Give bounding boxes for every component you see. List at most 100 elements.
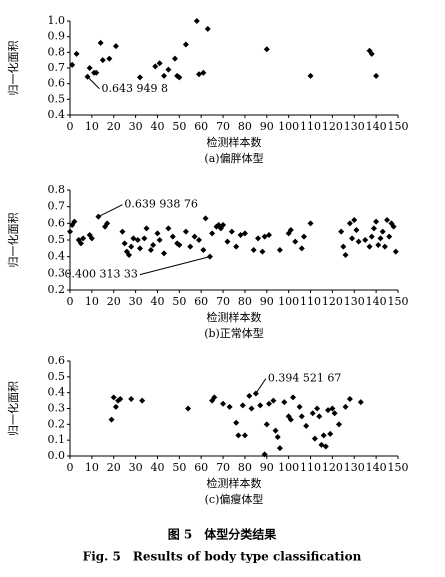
x-tick-label: 30 [129,461,143,474]
point [77,240,84,247]
x-tick-label: 110 [300,120,321,133]
x-tick-label: 0 [67,461,74,474]
point [176,74,183,81]
point [296,403,303,410]
y-tick-label: 0.7 [48,200,66,213]
point [261,451,268,458]
y-tick-label: 0.2 [48,417,66,430]
point [200,69,207,76]
point [99,57,106,64]
point [110,394,117,401]
x-tick-label: 140 [366,295,387,308]
point [311,435,318,442]
point [322,443,329,450]
point [353,227,360,233]
point [309,410,316,417]
point [128,243,135,250]
x-tick-label: 130 [344,295,365,308]
point [121,240,128,247]
x-tick-label: 10 [85,295,99,308]
point [187,243,194,250]
point [73,50,80,57]
point [161,72,168,79]
point [257,402,264,409]
x-tick-label: 60 [194,295,208,308]
point [156,237,163,243]
point [259,248,266,255]
x-tick-label: 40 [150,295,164,308]
point [161,250,168,257]
y-tick-label: 0.3 [48,402,66,415]
x-axis-label: 检测样本数 [207,310,262,324]
point [117,396,124,402]
point [126,252,133,258]
subtitle: (c)偏瘦体型 [205,492,264,506]
point [355,238,362,245]
annotation: 0.400 313 33 [64,268,137,281]
point [307,72,314,79]
y-tick-label: 0.6 [48,354,66,367]
x-tick-label: 80 [238,120,252,133]
point [342,403,349,410]
x-tick-label: 130 [344,461,365,474]
subtitle: (a)偏胖体型 [204,151,263,165]
point [139,397,146,404]
y-tick-label: 1.0 [48,14,66,27]
point [182,41,189,48]
point [154,230,161,237]
y-tick-label: 0.7 [48,61,66,74]
point [112,403,119,410]
x-tick-label: 40 [150,461,164,474]
x-tick-label: 70 [216,120,230,133]
y-tick-label: 0.4 [48,108,66,121]
point [156,60,163,67]
point [346,396,353,402]
annotation-leader [139,256,211,276]
point [150,242,157,248]
x-tick-label: 10 [85,461,99,474]
y-tick-label: 0.5 [48,370,66,383]
point [80,235,87,242]
point [335,421,342,428]
point [185,405,192,412]
point [235,432,242,439]
point [176,242,183,248]
point [340,243,347,250]
x-tick-label: 150 [388,120,409,133]
x-tick-label: 150 [388,461,409,474]
x-tick-label: 90 [260,461,274,474]
point [368,233,375,240]
point [342,252,349,258]
x-tick-label: 60 [194,461,208,474]
point [375,242,382,248]
x-tick-label: 100 [278,295,299,308]
point [379,228,386,235]
y-tick-label: 0.2 [48,283,66,296]
point [265,232,272,238]
point [290,394,297,401]
point [349,235,356,242]
point [143,225,150,232]
point [292,238,299,245]
x-tick-label: 70 [216,461,230,474]
point [211,394,218,401]
point [255,235,262,242]
point [307,220,314,227]
point [287,416,294,423]
point [233,419,240,426]
point [136,74,143,81]
point [263,421,270,428]
point [265,400,272,407]
annotation: 0.643 949 8 [101,82,167,95]
y-tick-label: 0.8 [48,45,66,58]
point [233,243,240,250]
x-tick-label: 140 [366,461,387,474]
x-tick-label: 10 [85,120,99,133]
x-tick-label: 110 [300,295,321,308]
annotation-leader [255,378,267,394]
x-axis-label: 检测样本数 [207,476,262,490]
point [331,410,338,417]
point [193,18,200,24]
point [165,66,172,73]
point [106,55,113,62]
